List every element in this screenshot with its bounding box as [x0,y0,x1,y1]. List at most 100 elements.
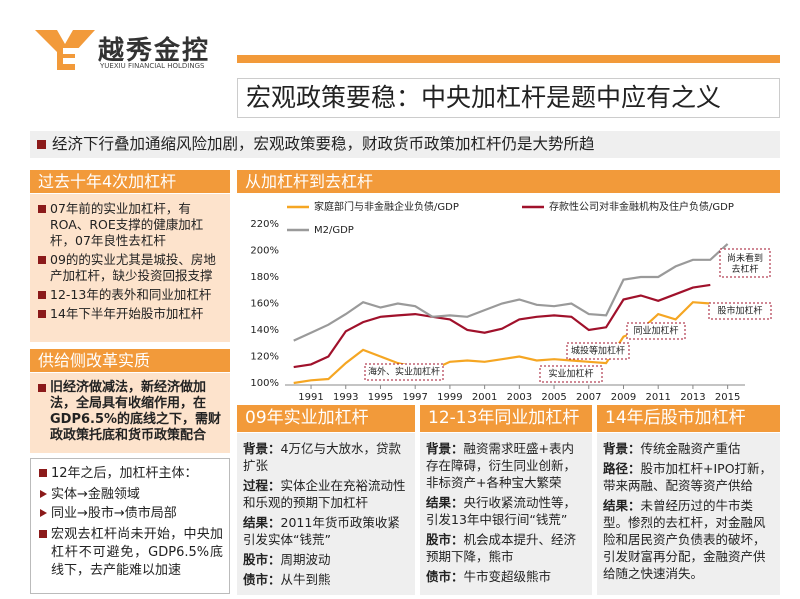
history-text: 09的的实业尤其是城投、房地产加杠杆，缺少投资回报支撑 [50,252,216,283]
history-text: 07年前的实业加杠杆，有ROA、ROE支撑的健康加杠杆，07年良性去杠杆 [50,201,204,248]
panel-box: 背景：融资需求旺盛+表内存在障碍，衍生同业创新，非标资产+各种宝大繁荣 结果：央行… [420,433,592,595]
panel-item: 背景：融资需求旺盛+表内存在障碍，衍生同业创新，非标资产+各种宝大繁荣 [426,440,586,491]
annotation-box [626,322,686,340]
x-tick-label: 1997 [402,392,427,403]
history-item: 09的的实业尤其是城投、房地产加杠杆，缺少投资回报支撑 [36,252,224,284]
series-line [293,301,711,385]
panel-box: 背景：传统金融资产重估 路径：股市加杠杆+IPO打新，带来两融、配资等资产供给 结果… [597,433,780,595]
item-text: 周期波动 [280,552,331,567]
panel-item: 背景：传统金融资产重估 [603,440,774,457]
bullet [38,256,46,264]
item-text: 4万亿与大放水，贷款扩张 [243,441,401,473]
legend-label: M2/GDP [314,225,354,236]
item-label: 股市： [426,532,464,547]
item-label: 债市： [426,569,464,584]
bullet [38,291,46,299]
x-tick-label: 1999 [437,392,462,403]
logo-icon [35,30,95,70]
y-tick-label: 100% [250,378,279,389]
legend-label: 存款性公司对非金融机构及住户负债/GDP [549,200,734,213]
x-tick-label: 2007 [576,392,601,403]
subtitle-text: 经济下行叠加通缩风险加剧，宏观政策要稳，财政货币政策加杠杆仍是大势所趋 [52,135,595,153]
x-tick-label: 1991 [298,392,323,403]
panel-item: 结果：央行收紧流动性等，引发13年中银行间“钱荒” [426,494,586,528]
annotation-box [566,342,630,360]
x-tick-label: 2015 [715,392,740,403]
history-item: 07年前的实业加杠杆，有ROA、ROE支撑的健康加杠杆，07年良性去杠杆 [36,201,224,249]
bullet [37,140,46,149]
bullet [39,530,47,538]
reform-title: 供给侧改革实质 [30,349,230,372]
panel-item: 债市：从牛到熊 [243,571,409,588]
panel-item: 股市：周期波动 [243,551,409,568]
history-text: 14年下半年开始股市加杠杆 [50,306,204,321]
notes-arrow: 实体→金融领域 [37,486,223,504]
notes-arrow: 同业→股市→债市局部 [37,505,223,523]
history-title: 过去十年4次加杠杆 [30,170,230,193]
item-label: 债市： [243,572,281,587]
item-text: 央行收紧流动性等，引发13年中银行间“钱荒” [426,495,577,527]
history-item: 14年下半年开始股市加杠杆 [36,306,224,322]
logo-subname: YUEXIU FINANCIAL HOLDINGS [100,62,205,70]
series-line [293,243,729,342]
notes-text: 实体→金融领域 [51,487,140,502]
x-tick-label: 2013 [680,392,705,403]
reform-box: 旧经济做减法，新经济做加法，全局具有收缩作用，在GDP6.5%的底线之下，需财政… [30,373,230,453]
chart: 100% 120% 140% 160% 180% 200% 220% 1991 1993 1995… [250,200,772,403]
y-tick-label: 120% [250,352,279,363]
annotation: 实业加杠杆 [548,368,593,380]
bullet [38,205,46,213]
notes-box: 12年之后，加杠杆主体： 实体→金融领域同业→股市→债市局部宏观去杠杆尚未开始，中… [30,458,230,594]
annotation-box [364,363,444,381]
panel-item: 路径：股市加杠杆+IPO打新，带来两融、配资等资产供给 [603,460,774,494]
panel-title: 12-13年同业加杠杆 [420,405,592,432]
annotation: 股市加杠杆 [717,305,762,317]
subtitle: 经济下行叠加通缩风险加剧，宏观政策要稳，财政货币政策加杠杆仍是大势所趋 [30,131,780,158]
series-line [293,283,711,369]
notes-last: 宏观去杠杆尚未开始，中央加杠杆不可避免，GDP6.5%底线下，去产能难以加速 [37,526,223,580]
annotation: 尚未看到去杠杆 [727,252,763,275]
item-label: 结果： [243,515,281,530]
bullet [39,469,47,477]
notes-intro: 12年之后，加杠杆主体： [37,465,223,483]
annotation-box [719,248,771,278]
item-label: 股市： [243,552,281,567]
item-label: 过程： [243,478,281,493]
x-tick-label: 1995 [368,392,393,403]
x-tick-label: 2005 [541,392,566,403]
panel-title: 09年实业加杠杆 [237,405,415,432]
panel-item: 背景：4万亿与大放水，贷款扩张 [243,440,409,474]
arrow [40,509,47,517]
x-tick-label: 2009 [611,392,636,403]
y-tick-label: 220% [250,219,279,230]
item-label: 结果： [603,498,641,513]
item-text: 未曾经历过的牛市类型。惨烈的去杠杆，对金融风险和居民资产负债表的破坏，引发财富再… [603,498,766,581]
reform-text: 旧经济做减法，新经济做加法，全局具有收缩作用，在GDP6.5%的底线之下，需财政… [50,380,222,443]
panel-item: 结果：未曾经历过的牛市类型。惨烈的去杠杆，对金融风险和居民资产负债表的破坏，引发… [603,497,774,582]
item-text: 机会成本提升、经济预期下降，熊市 [426,532,577,564]
panel-item: 结果：2011年货币政策收紧引发实体“钱荒” [243,514,409,548]
y-tick-label: 200% [250,246,279,257]
item-text: 牛市变超级熊市 [463,569,552,584]
panel-item: 过程：实体企业在充裕流动性和乐观的预期下加杠杆 [243,477,409,511]
x-tick-label: 2003 [507,392,532,403]
history-text: 12-13年的表外和同业加杠杆 [50,287,212,302]
x-tick-label: 1993 [333,392,358,403]
annotation: 海外、实业加杠杆 [368,366,440,378]
panel-box: 背景：4万亿与大放水，贷款扩张 过程：实体企业在充裕流动性和乐观的预期下加杠杆 结果… [237,433,415,595]
annotation: 城投等加杠杆 [571,345,625,357]
annotation-box [539,365,603,383]
history-item: 12-13年的表外和同业加杠杆 [36,287,224,303]
item-text: 传统金融资产重估 [640,441,741,456]
legend-label: 家庭部门与非金融企业负债/GDP [314,200,459,213]
panel-item: 债市：牛市变超级熊市 [426,568,586,585]
item-label: 路径： [603,461,641,476]
x-tick-label: 2011 [645,392,670,403]
annotation: 同业加杠杆 [633,325,678,337]
logo-name: 越秀金控 [98,36,211,66]
y-tick-label: 180% [250,272,279,283]
annotation-box [708,302,772,320]
item-label: 背景： [603,441,641,456]
item-text: 从牛到熊 [280,572,331,587]
